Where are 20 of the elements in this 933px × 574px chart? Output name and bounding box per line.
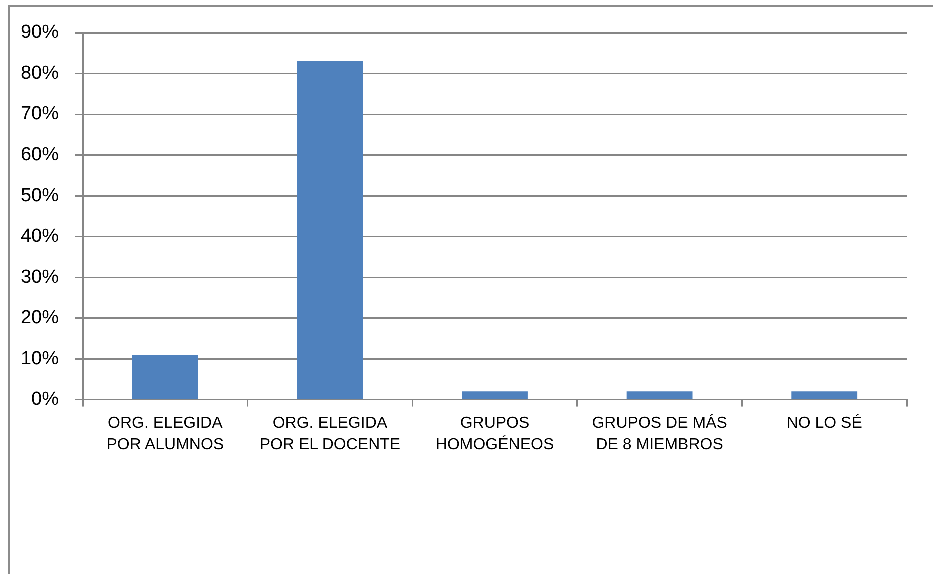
y-tick-label: 50% <box>20 185 60 206</box>
y-tick-label: 70% <box>20 104 60 125</box>
y-tick-label: 40% <box>20 226 60 248</box>
x-tick-label: NO LO SÉ <box>786 414 862 432</box>
y-tick-label: 30% <box>20 266 60 288</box>
bar <box>132 354 198 400</box>
x-tick-label: GRUPOS DE MÁS DE 8 MIEMBROS <box>592 414 728 454</box>
x-tick-label: ORG. ELEGIDA POR EL DOCENTE <box>260 415 401 454</box>
y-tick-label: 10% <box>20 348 60 370</box>
x-tick-label: ORG. ELEGIDA POR ALUMNOS <box>106 415 224 454</box>
x-tick-label: GRUPOS HOMOGÉNEOS <box>436 415 554 454</box>
y-tick-label: 60% <box>20 144 60 166</box>
bar <box>626 392 693 400</box>
bar <box>297 62 364 400</box>
y-tick-label: 90% <box>20 22 60 44</box>
bar <box>792 392 858 400</box>
y-tick-label: 20% <box>20 308 60 329</box>
bar <box>462 392 528 400</box>
y-tick-label: 80% <box>20 62 60 84</box>
y-tick-label: 0% <box>32 389 60 410</box>
